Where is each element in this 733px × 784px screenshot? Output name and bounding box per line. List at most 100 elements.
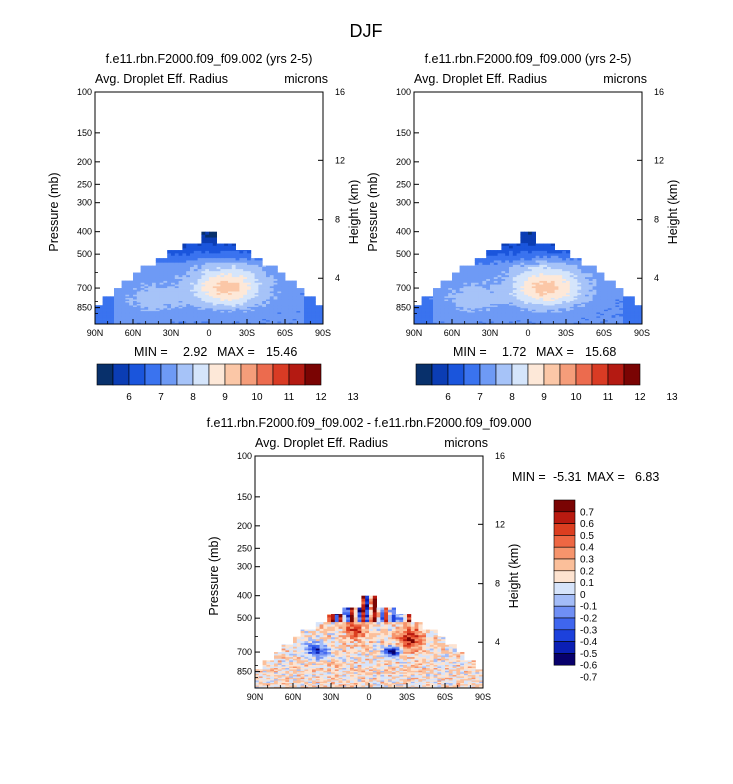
- heatmap-cell: [266, 293, 271, 296]
- heatmap-cell: [429, 321, 434, 324]
- heatmap-cell: [569, 302, 574, 305]
- heatmap-cell: [174, 275, 179, 278]
- heatmap-cell: [136, 288, 141, 291]
- heatmap-cell: [550, 296, 555, 299]
- heatmap-cell: [501, 284, 506, 287]
- heatmap-cell: [304, 668, 309, 670]
- heatmap-cell: [288, 315, 293, 317]
- heatmap-cell: [440, 293, 445, 296]
- heatmap-cell: [630, 308, 635, 311]
- heatmap-cell: [159, 321, 164, 324]
- heatmap-cell: [630, 305, 635, 308]
- heatmap-cell: [562, 291, 567, 294]
- heatmap-cell: [478, 299, 483, 302]
- heatmap-cell: [266, 273, 271, 276]
- heatmap-cell: [163, 312, 168, 315]
- heatmap-cell: [205, 269, 210, 272]
- heatmap-cell: [212, 273, 217, 276]
- heatmap-cell: [433, 288, 438, 291]
- heatmap-cell: [463, 267, 468, 270]
- heatmap-cell: [558, 315, 563, 317]
- heatmap-cell: [102, 308, 107, 311]
- heatmap-cell: [425, 319, 430, 321]
- heatmap-cell: [167, 304, 172, 306]
- heatmap-cell: [140, 271, 145, 274]
- heatmap-cell: [531, 271, 536, 274]
- heatmap-cell: [117, 301, 122, 303]
- heatmap-cell: [516, 280, 521, 284]
- heatmap-cell: [554, 305, 559, 308]
- heatmap-cell: [592, 308, 597, 311]
- heatmap-cell: [98, 313, 103, 316]
- heatmap-cell: [186, 273, 191, 276]
- heatmap-cell: [425, 316, 430, 319]
- heatmap-cell: [509, 316, 514, 319]
- heatmap-cell: [638, 319, 643, 321]
- heatmap-cell: [524, 271, 529, 274]
- heatmap-cell: [106, 321, 111, 324]
- heatmap-cell: [129, 302, 134, 305]
- heatmap-cell: [270, 670, 275, 673]
- heatmap-cell: [531, 306, 536, 309]
- heatmap-cell: [228, 273, 233, 276]
- heatmap-cell: [167, 277, 172, 280]
- heatmap-cell: [315, 626, 320, 630]
- heatmap-cell: [155, 297, 160, 300]
- heatmap-cell: [554, 258, 559, 261]
- heatmap-cell: [531, 277, 536, 280]
- heatmap-cell: [505, 294, 510, 297]
- heatmap-cell: [535, 296, 540, 299]
- heatmap-cell: [312, 658, 317, 661]
- heatmap-cell: [455, 288, 460, 291]
- heatmap-cell: [144, 289, 149, 292]
- heatmap-cell: [186, 301, 191, 303]
- heatmap-cell: [292, 321, 297, 324]
- heatmap-cell: [558, 308, 563, 311]
- heatmap-cell: [205, 312, 210, 315]
- heatmap-cell: [155, 315, 160, 317]
- heatmap-cell: [289, 648, 294, 651]
- heatmap-cell: [155, 273, 160, 276]
- heatmap-cell: [220, 320, 225, 322]
- heatmap-cell: [167, 284, 172, 287]
- heatmap-cell: [478, 262, 483, 266]
- heatmap-cell: [144, 311, 149, 313]
- heatmap-cell: [250, 297, 255, 300]
- heatmap-cell: [258, 680, 263, 683]
- heatmap-cell: [293, 650, 298, 653]
- heatmap-cell: [512, 308, 517, 311]
- heatmap-cell: [220, 296, 225, 299]
- heatmap-cell: [619, 289, 624, 292]
- heatmap-cell: [554, 279, 559, 282]
- heatmap-cell: [482, 293, 487, 296]
- heatmap-cell: [190, 258, 195, 261]
- heatmap-cell: [186, 289, 191, 292]
- heatmap-cell: [121, 284, 126, 287]
- heatmap-cell: [448, 288, 453, 291]
- heatmap-cell: [140, 279, 145, 282]
- heatmap-cell: [224, 273, 229, 276]
- heatmap-cell: [197, 250, 202, 254]
- heatmap-cell: [436, 296, 441, 299]
- heatmap-cell: [125, 288, 130, 291]
- heatmap-cell: [205, 260, 210, 264]
- colorbar-swatch: [272, 363, 290, 386]
- heatmap-cell: [182, 312, 187, 315]
- heatmap-cell: [224, 320, 229, 322]
- heatmap-cell: [471, 289, 476, 292]
- heatmap-cell: [482, 269, 487, 272]
- heatmap-cell: [308, 631, 313, 634]
- heatmap-cell: [588, 313, 593, 316]
- x-tick-label: 90N: [406, 328, 423, 338]
- heatmap-cell: [452, 311, 457, 313]
- heatmap-cell: [296, 308, 301, 311]
- heatmap-cell: [558, 264, 563, 268]
- heatmap-cell: [319, 633, 324, 636]
- heatmap-cell: [220, 271, 225, 274]
- heatmap-cell: [547, 282, 552, 285]
- heatmap-cell: [289, 669, 294, 672]
- heatmap-cell: [144, 296, 149, 299]
- heatmap-cell: [293, 644, 298, 648]
- heatmap-cell: [144, 304, 149, 306]
- heatmap-cell: [285, 308, 290, 311]
